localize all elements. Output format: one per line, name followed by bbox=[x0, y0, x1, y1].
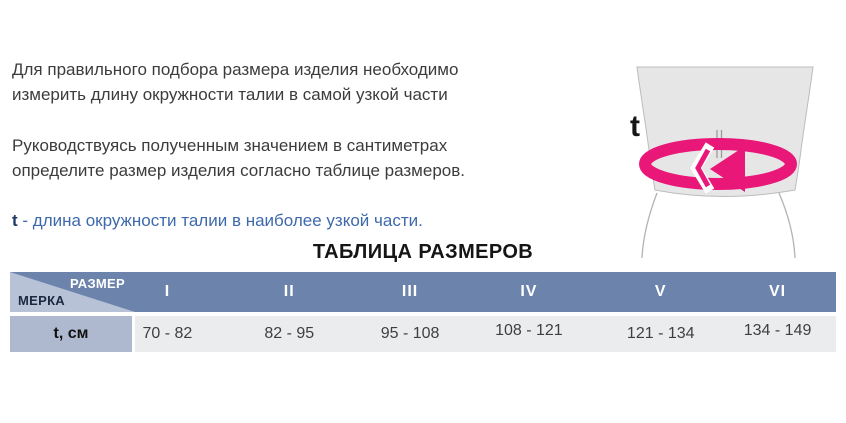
instruction-line: Руководствуясь полученным значением в са… bbox=[12, 136, 448, 155]
size-table-data-row: t, см 70 - 82 82 - 95 95 - 108 108 - 121… bbox=[10, 316, 836, 352]
size-table-header-row: РАЗМЕР МЕРКА I II III IV V VI bbox=[10, 272, 836, 312]
size-table: РАЗМЕР МЕРКА I II III IV V VI t, см 70 -… bbox=[10, 272, 836, 352]
instructions-block: Для правильного подбора размера изделия … bbox=[12, 57, 572, 233]
corner-label-measure: МЕРКА bbox=[18, 293, 65, 308]
size-range-cells: 70 - 82 82 - 95 95 - 108 108 - 121 121 -… bbox=[135, 316, 836, 352]
size-range-cell: 121 - 134 bbox=[626, 325, 695, 342]
size-table-title: ТАБЛИЦА РАЗМЕРОВ bbox=[312, 241, 534, 263]
size-column-header: VI bbox=[768, 283, 787, 300]
torso-shape bbox=[636, 66, 814, 197]
instruction-paragraph-1: Для правильного подбора размера изделия … bbox=[12, 57, 572, 107]
size-column-header: III bbox=[401, 283, 419, 300]
size-range-cell: 108 - 121 bbox=[495, 322, 563, 339]
instruction-line: определите размер изделия согласно табли… bbox=[12, 161, 465, 180]
size-range-cell: 82 - 95 bbox=[264, 325, 315, 342]
corner-cell: РАЗМЕР МЕРКА bbox=[10, 272, 135, 312]
legend-text: - длина окружности талии в наиболее узко… bbox=[22, 211, 423, 230]
row-label-cell: t, см bbox=[10, 316, 132, 352]
size-column-header: IV bbox=[520, 283, 538, 300]
instruction-paragraph-2: Руководствуясь полученным значением в са… bbox=[12, 133, 572, 183]
hip-outline-left bbox=[641, 192, 658, 259]
figure-measure-label: t bbox=[630, 110, 640, 143]
corner-label-size: РАЗМЕР bbox=[69, 276, 125, 291]
instruction-line: Для правильного подбора размера изделия … bbox=[12, 60, 459, 79]
legend-symbol: t bbox=[12, 211, 18, 230]
size-column-header: II bbox=[283, 283, 295, 300]
size-column-headers: I II III IV V VI bbox=[135, 272, 836, 312]
torso-illustration: t bbox=[630, 66, 814, 259]
measurement-legend: t - длина окружности талии в наиболее уз… bbox=[12, 209, 572, 233]
band-notch-chevron bbox=[695, 148, 711, 188]
size-range-cell: 95 - 108 bbox=[380, 325, 440, 342]
instruction-line: измерить длину окружности талии в самой … bbox=[12, 85, 448, 104]
size-range-cell: 70 - 82 bbox=[142, 325, 193, 342]
size-column-header: I bbox=[164, 283, 171, 300]
size-range-cell: 134 - 149 bbox=[743, 322, 812, 339]
size-column-header: V bbox=[654, 283, 667, 300]
measuring-band bbox=[639, 138, 797, 190]
hip-outline-right bbox=[778, 192, 796, 259]
waist-measurement-figure: t bbox=[606, 52, 844, 270]
arrow-left-icon bbox=[710, 146, 745, 192]
table-row-divider bbox=[10, 312, 836, 316]
